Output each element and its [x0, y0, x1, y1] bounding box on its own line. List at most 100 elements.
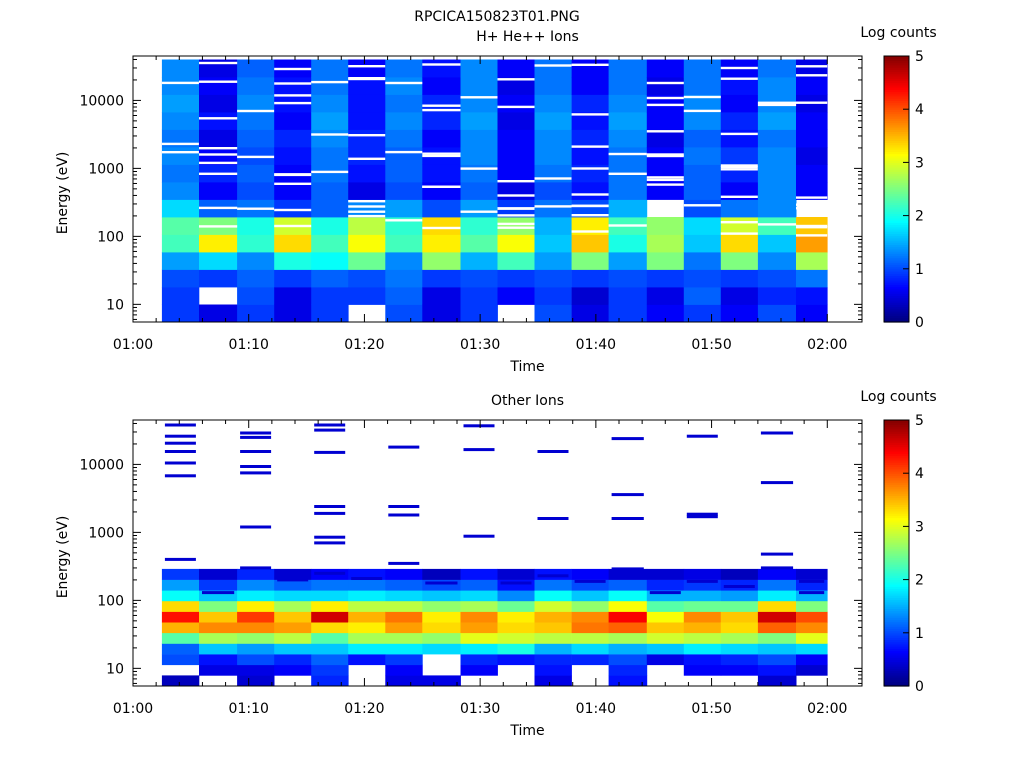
- empty-channel-line: [646, 178, 684, 182]
- colorbar-step: [884, 575, 909, 578]
- empty-channel-line: [199, 206, 238, 210]
- colorbar-step: [884, 652, 909, 656]
- heatmap-cell: [422, 182, 461, 200]
- heatmap-cell: [311, 579, 349, 591]
- colorbar-step: [884, 257, 909, 261]
- heatmap-cell: [757, 664, 797, 676]
- heatmap-cell: [385, 252, 423, 270]
- heatmap-cell: [571, 112, 609, 130]
- heatmap-cell: [274, 234, 312, 253]
- colorbar-step: [884, 677, 909, 680]
- x-tick-label: 01:40: [576, 337, 616, 353]
- heatmap-cell: [161, 164, 200, 183]
- colorbar-step: [884, 446, 909, 450]
- heatmap-cell: [571, 590, 609, 602]
- empty-channel-line: [683, 95, 721, 99]
- heatmap-cell: [796, 579, 828, 591]
- heatmap-cell: [385, 590, 423, 602]
- colorbar-step: [884, 60, 909, 64]
- heatmap-cell: [161, 234, 200, 253]
- heatmap-cell: [497, 164, 535, 183]
- heatmap-cell: [796, 269, 828, 288]
- heatmap-cell: [608, 129, 648, 148]
- heatmap-cell: [311, 147, 349, 165]
- empty-channel-line: [796, 74, 828, 77]
- colorbar-step: [884, 197, 909, 201]
- heatmap-cell: [311, 304, 349, 323]
- heatmap-cell: [311, 182, 349, 200]
- heatmap-cell: [720, 252, 759, 270]
- heatmap-cell: [534, 632, 572, 644]
- heatmap-cell: [757, 600, 797, 612]
- colorbar-step: [884, 220, 909, 223]
- heatmap-cell: [274, 664, 312, 676]
- colorbar-step: [884, 64, 909, 68]
- empty-channel-line: [199, 161, 238, 165]
- heatmap-cell: [348, 287, 386, 305]
- colorbar-step: [884, 524, 909, 527]
- colorbar-step: [884, 510, 909, 514]
- sparse-count-line: [314, 428, 346, 432]
- colorbar-step: [884, 304, 909, 308]
- heatmap-cell: [796, 252, 828, 270]
- sparse-count-line: [164, 474, 196, 478]
- empty-channel-line: [608, 152, 647, 156]
- colorbar-step: [884, 306, 909, 310]
- empty-channel-line: [571, 145, 609, 148]
- colorbar-tick-label: 5: [915, 49, 924, 65]
- heatmap-cell: [460, 164, 498, 183]
- heatmap-cell: [460, 622, 498, 634]
- heatmap-cell: [608, 94, 648, 113]
- colorbar-step: [884, 308, 909, 312]
- heatmap-cell: [237, 622, 275, 634]
- colorbar-step: [884, 251, 909, 254]
- heatmap-cell: [683, 77, 722, 95]
- sparse-count-line: [314, 535, 346, 539]
- empty-channel-line: [646, 103, 684, 107]
- heatmap-cell: [683, 622, 722, 634]
- colorbar-step: [884, 612, 909, 616]
- heatmap-cell: [199, 77, 238, 95]
- colorbar-step: [884, 93, 909, 97]
- empty-channel-line: [497, 222, 535, 226]
- empty-channel-line: [720, 132, 758, 136]
- x-tick-label: 01:20: [344, 337, 384, 353]
- empty-channel-line: [274, 182, 312, 185]
- heatmap-cell: [348, 147, 386, 165]
- heatmap-cell: [497, 568, 535, 580]
- colorbar-step: [884, 526, 909, 530]
- colorbar-tick-label: 3: [915, 155, 924, 171]
- heatmap-cell: [348, 234, 386, 253]
- heatmap-cell: [460, 600, 498, 612]
- colorbar-step: [884, 56, 909, 59]
- colorbar-step: [884, 621, 909, 625]
- colorbar-step: [884, 615, 909, 618]
- heatmap-cell: [796, 643, 828, 655]
- heatmap-cell: [460, 579, 498, 591]
- heatmap-cell: [161, 622, 200, 634]
- colorbar-step: [884, 466, 909, 470]
- heatmap-cell: [460, 304, 498, 323]
- colorbar-step: [884, 630, 909, 634]
- empty-channel-line: [571, 193, 609, 196]
- heatmap-cell: [199, 304, 238, 323]
- heatmap-cell: [460, 269, 498, 288]
- heatmap-cell: [608, 234, 648, 253]
- empty-channel-line: [348, 65, 386, 68]
- colorbar-label: Log counts: [860, 25, 936, 41]
- heatmap-cell: [497, 643, 535, 655]
- heatmap-cell: [311, 675, 349, 687]
- heatmap-cell: [385, 622, 423, 634]
- heatmap-cell: [311, 77, 349, 95]
- colorbar-step: [884, 663, 909, 667]
- heatmap-cell: [720, 632, 759, 644]
- colorbar-step: [884, 157, 909, 161]
- empty-channel-line: [646, 130, 684, 133]
- empty-channel-line: [422, 63, 461, 66]
- heatmap-cell: [757, 579, 797, 591]
- heatmap-cell: [534, 217, 572, 235]
- heatmap-cell: [385, 199, 423, 218]
- heatmap-cell: [161, 590, 200, 602]
- colorbar-step: [884, 422, 909, 426]
- sparse-count-line: [500, 581, 532, 585]
